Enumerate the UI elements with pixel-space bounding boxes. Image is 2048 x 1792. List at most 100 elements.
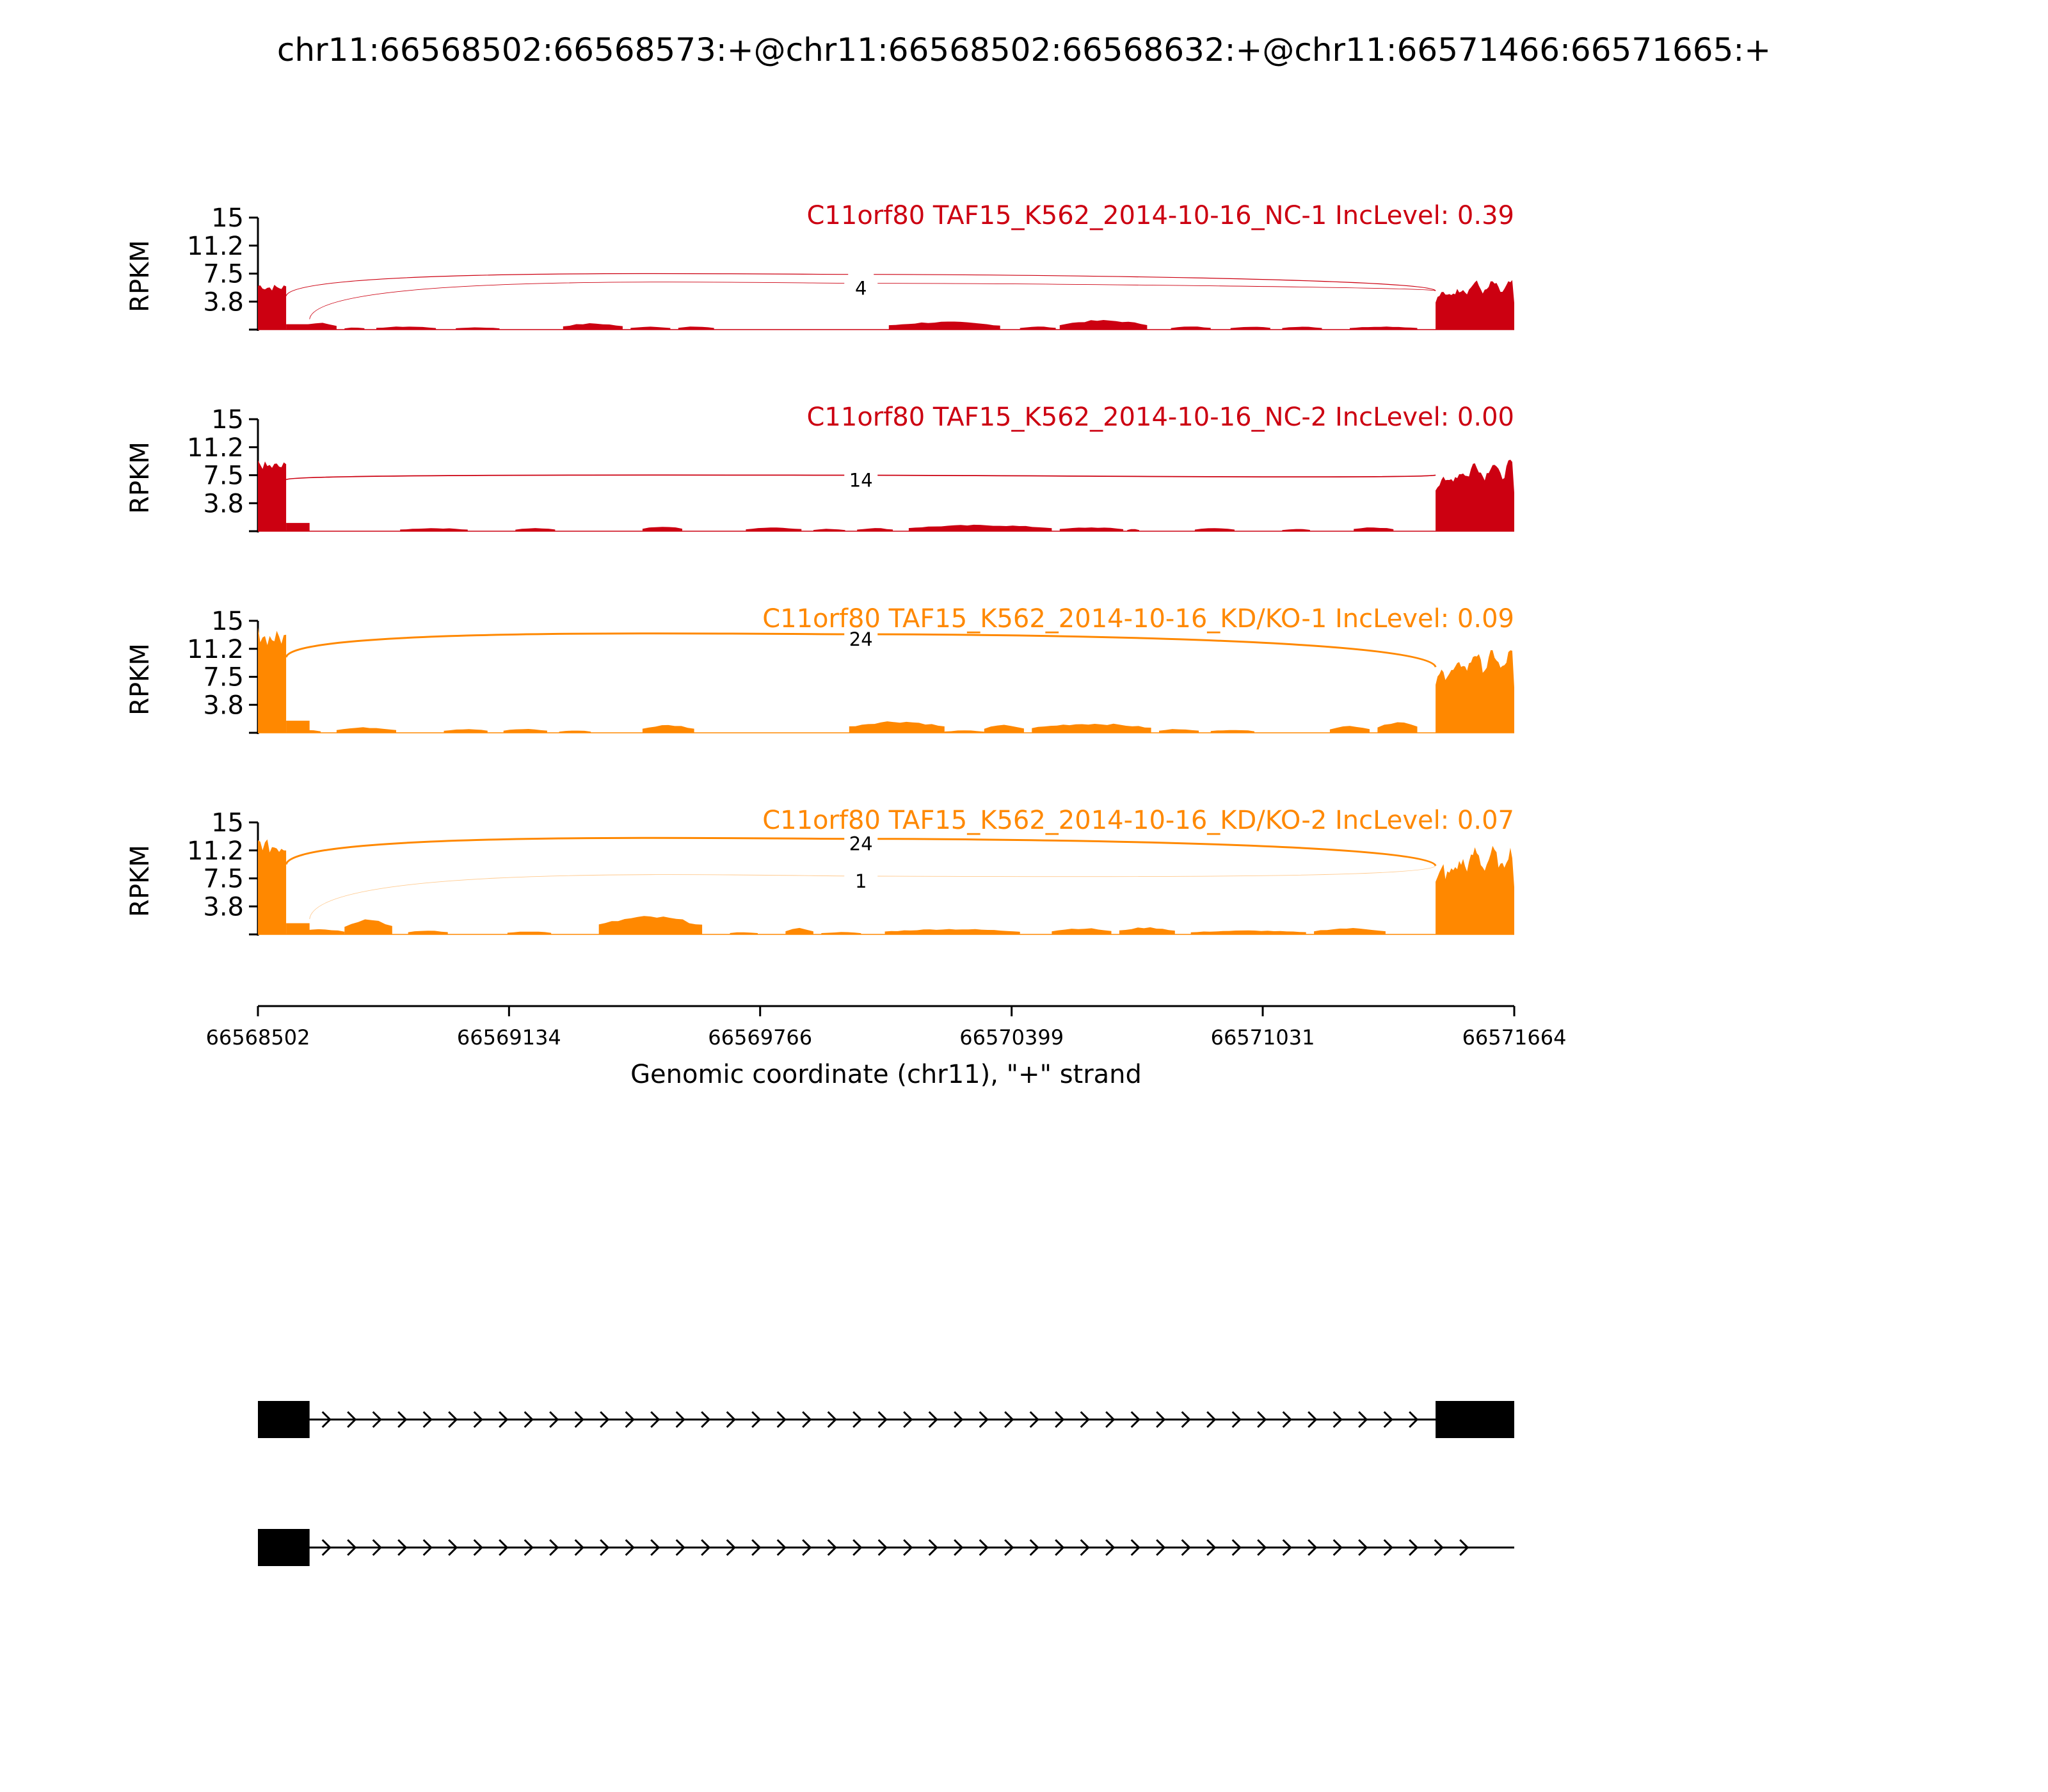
strand-arrow xyxy=(1332,1539,1343,1556)
x-tick-label: 66569766 xyxy=(708,1025,812,1050)
intron-coverage xyxy=(908,524,1052,531)
strand-arrow xyxy=(1332,1411,1343,1428)
strand-arrow xyxy=(776,1539,787,1556)
exon-coverage xyxy=(258,460,287,531)
strand-arrow xyxy=(877,1539,888,1556)
intron-coverage xyxy=(746,527,802,531)
strand-arrow xyxy=(448,1539,458,1556)
strand-arrow xyxy=(321,1411,332,1428)
strand-arrow xyxy=(1004,1411,1014,1428)
x-tick-label: 66568502 xyxy=(206,1025,310,1050)
intron-coverage xyxy=(813,529,845,531)
strand-arrow xyxy=(524,1539,534,1556)
junction-label-bg xyxy=(844,872,878,892)
junction-label-bg xyxy=(844,630,878,650)
intron-coverage xyxy=(1059,527,1124,531)
strand-arrow xyxy=(776,1411,787,1428)
isoform xyxy=(258,1529,1514,1566)
strand-arrow xyxy=(928,1411,938,1428)
intron-coverage xyxy=(1032,723,1151,733)
strand-arrow xyxy=(499,1539,509,1556)
exon-coverage xyxy=(258,285,287,330)
strand-arrow xyxy=(1206,1411,1217,1428)
strand-arrow xyxy=(1282,1539,1292,1556)
strand-arrow xyxy=(473,1539,483,1556)
strand-arrow xyxy=(473,1411,483,1428)
y-tick-label: 15 xyxy=(211,405,244,435)
junction-label-bg xyxy=(844,279,878,299)
isoform xyxy=(258,1401,1514,1438)
intron-coverage xyxy=(1314,928,1386,934)
strand-arrow xyxy=(1181,1539,1191,1556)
strand-arrow xyxy=(701,1539,711,1556)
strand-arrow xyxy=(1257,1539,1267,1556)
strand-arrow xyxy=(802,1411,812,1428)
strand-arrow xyxy=(802,1539,812,1556)
strand-arrow xyxy=(903,1411,913,1428)
strand-arrow xyxy=(1308,1539,1318,1556)
chart-title: chr11:66568502:66568573:+@chr11:66568502… xyxy=(277,31,1771,68)
intron-coverage xyxy=(1377,722,1418,733)
strand-arrow xyxy=(1409,1411,1419,1428)
isoform-track xyxy=(258,1401,1514,1566)
strand-arrow xyxy=(372,1539,382,1556)
intron-coverage xyxy=(1119,927,1175,934)
strand-arrow xyxy=(524,1411,534,1428)
strand-arrow xyxy=(574,1411,584,1428)
intron-coverage xyxy=(400,528,468,531)
intron-coverage xyxy=(849,721,945,733)
y-tick-label: 15 xyxy=(211,204,244,233)
intron-coverage xyxy=(1159,729,1199,733)
strand-arrow xyxy=(1080,1411,1090,1428)
strand-arrow xyxy=(928,1539,938,1556)
sample-label: C11orf80 TAF15_K562_2014-10-16_KD/KO-1 I… xyxy=(762,604,1514,634)
strand-arrow xyxy=(574,1539,584,1556)
intron-coverage xyxy=(444,729,488,733)
x-tick-label: 66569134 xyxy=(457,1025,561,1050)
strand-arrow xyxy=(397,1411,408,1428)
strand-arrow xyxy=(675,1539,685,1556)
intron-coverage xyxy=(1230,326,1270,330)
exon-block xyxy=(1436,1401,1514,1438)
intron-coverage xyxy=(1329,726,1370,733)
strand-arrow xyxy=(877,1411,888,1428)
intron-coverage xyxy=(944,730,984,733)
strand-arrow xyxy=(979,1411,989,1428)
strand-arrow xyxy=(650,1411,660,1428)
intron-coverage xyxy=(1171,326,1211,330)
intron-coverage xyxy=(1350,326,1418,330)
exon-block xyxy=(258,1401,310,1438)
y-tick-label: 11.2 xyxy=(187,836,244,866)
strand-arrow xyxy=(1459,1539,1469,1556)
strand-arrow xyxy=(321,1539,332,1556)
intron-coverage xyxy=(857,528,893,531)
sample-label: C11orf80 TAF15_K562_2014-10-16_NC-2 IncL… xyxy=(806,403,1514,432)
y-tick-label: 7.5 xyxy=(203,663,244,692)
strand-arrow xyxy=(1080,1539,1090,1556)
strand-arrow xyxy=(1434,1539,1444,1556)
junction-count-label: 14 xyxy=(849,470,873,492)
strand-arrow xyxy=(1206,1539,1217,1556)
y-tick-label: 11.2 xyxy=(187,433,244,463)
strand-arrow xyxy=(549,1539,559,1556)
strand-arrow xyxy=(1231,1411,1242,1428)
intron-coverage xyxy=(1210,730,1254,733)
intron-coverage xyxy=(456,327,500,330)
junction-label-bg xyxy=(844,835,878,854)
exon-coverage xyxy=(1436,460,1514,531)
y-tick-label: 3.8 xyxy=(203,691,244,720)
strand-arrow xyxy=(852,1539,863,1556)
junction-count-label: 4 xyxy=(855,278,867,300)
intron-coverage xyxy=(376,326,436,330)
y-axis-label: RPKM xyxy=(125,643,155,716)
intron-coverage xyxy=(730,932,758,934)
x-tick-label: 66571031 xyxy=(1211,1025,1315,1050)
strand-arrow xyxy=(1055,1411,1065,1428)
y-tick-label: 3.8 xyxy=(203,489,244,518)
y-tick-label: 3.8 xyxy=(203,287,244,317)
y-tick-label: 7.5 xyxy=(203,865,244,894)
